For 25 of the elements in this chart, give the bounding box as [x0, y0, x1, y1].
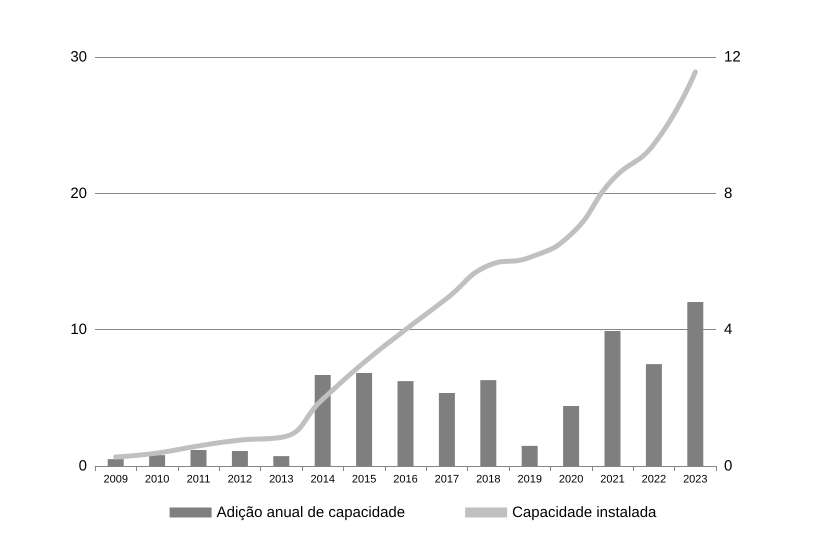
x-tick-label: 2020: [558, 474, 584, 486]
x-tick-label: 2009: [103, 474, 128, 486]
x-tick-label: 2017: [434, 474, 460, 486]
y-tick-label: 30: [70, 48, 87, 66]
y-tick-label: 10: [70, 321, 87, 338]
x-tick-label: 2010: [144, 474, 170, 486]
x-tick-label: 2011: [186, 474, 210, 486]
x-tick-label: 2013: [269, 474, 294, 486]
x-tick-label: 2012: [228, 474, 252, 486]
legend-label: Adição anual de capacidade: [216, 504, 406, 521]
x-tick-label: 2023: [683, 474, 708, 486]
y2-tick-label: 8: [724, 184, 732, 202]
x-tick-label: 2015: [352, 474, 376, 486]
y-tick-label: 20: [70, 184, 87, 202]
x-tick-label: 2016: [393, 474, 418, 486]
y2-tick-label: 4: [724, 321, 732, 338]
x-tick-label: 2014: [310, 474, 335, 486]
x-tick-label: 2022: [642, 474, 666, 486]
y2-tick-label: 12: [724, 48, 741, 66]
y2-tick-label: 0: [724, 458, 732, 474]
x-tick-label: 2021: [600, 474, 625, 486]
y-tick-label: 0: [78, 458, 87, 474]
legend-label: Capacidade instalada: [512, 504, 658, 521]
x-tick-label: 2019: [517, 474, 542, 486]
x-tick-label: 2018: [476, 474, 501, 486]
